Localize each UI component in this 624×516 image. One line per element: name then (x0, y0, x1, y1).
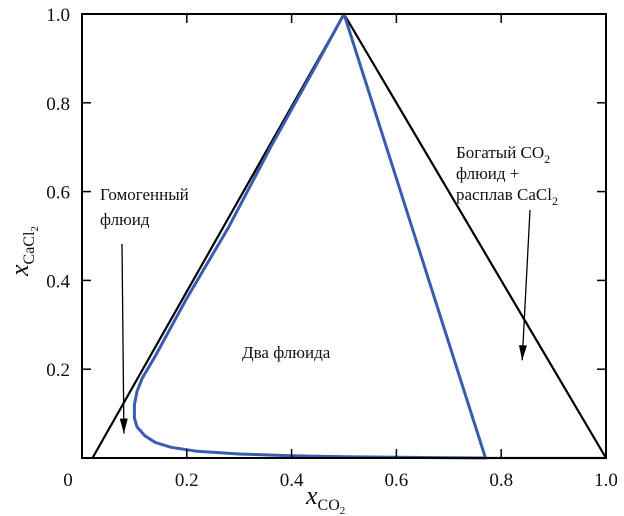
annotation-arrowhead (518, 345, 527, 361)
annotation-text: Два флюида (242, 343, 331, 362)
annotation-text: флюид (100, 210, 150, 229)
x-tick-label: 0.2 (175, 470, 199, 491)
y-tick-label: 0.6 (46, 183, 70, 204)
annotation-arrow-line (521, 209, 531, 361)
annotation-arrowhead (119, 418, 128, 434)
x-tick-label: 0.6 (385, 470, 409, 491)
x-tick-label: 0.4 (280, 470, 304, 491)
y-tick-label: 0.8 (46, 94, 70, 115)
ticks-layer: 0 0.2 0.4 0.6 0.8 1.0 0.2 0.4 0.6 0.8 1.0 (46, 5, 618, 491)
annotation-arrow-line (121, 243, 125, 434)
plot-frame (81, 13, 607, 459)
x-tick-label: 1.0 (594, 470, 618, 491)
annotation-text: Богатый CO2 (456, 143, 550, 166)
annotation-text: флюид + (456, 164, 519, 183)
annotation-text: расплав CaCl2 (456, 185, 558, 208)
annotation-text: Гомогенный (100, 185, 189, 204)
axis-labels: xCO2 xCaCl2 (5, 226, 345, 516)
y-tick-label: 0.4 (46, 271, 70, 292)
x-tick-label: 0 (63, 470, 73, 491)
y-tick-label: 0.2 (46, 360, 70, 381)
annotations-layer: Гомогенный флюид Два флюида Богатый CO2флюи… (100, 143, 558, 434)
series-line-2 (132, 13, 487, 460)
y-tick-label: 1.0 (46, 5, 70, 26)
x-axis-label: xCO2 (305, 481, 345, 516)
y-axis-label: xCaCl2 (5, 226, 41, 277)
x-tick-label: 0.8 (489, 470, 513, 491)
